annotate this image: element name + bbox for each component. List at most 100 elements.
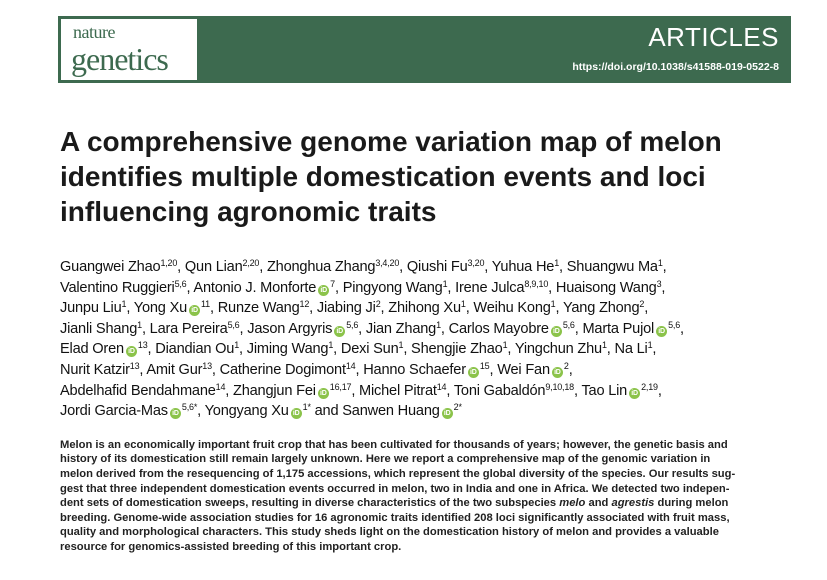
author-separator: , xyxy=(239,341,247,358)
author-separator: , xyxy=(680,320,684,337)
orcid-icon[interactable]: iD xyxy=(441,408,453,420)
author-separator: , xyxy=(309,300,317,317)
affiliation-superscript: 1 xyxy=(657,258,663,268)
author[interactable]: Yuhua He1 xyxy=(492,259,560,276)
author[interactable]: Jordi Garcia-Mas iD5,6* xyxy=(60,403,197,420)
author-separator: , xyxy=(573,382,582,399)
affiliation-superscript: 2 xyxy=(563,360,569,371)
author[interactable]: Guangwei Zhao1,20 xyxy=(60,259,177,276)
author[interactable]: Tao Lin iD2,19 xyxy=(581,382,658,399)
author-separator: , xyxy=(380,300,389,317)
author[interactable]: Wei Fan iD2 xyxy=(497,360,569,378)
orcid-icon[interactable]: iD xyxy=(656,325,668,337)
author[interactable]: Yongyang Xu iD1* xyxy=(205,403,311,420)
author[interactable]: Catherine Dogimont14 xyxy=(219,361,356,378)
author[interactable]: Sanwen Huang iD2* xyxy=(342,403,462,420)
author-separator: , xyxy=(568,361,573,378)
author[interactable]: Irene Julca8,9,10 xyxy=(455,279,548,296)
author[interactable]: Jason Argyris iD5,6 xyxy=(247,319,359,337)
orcid-icon[interactable]: iD xyxy=(629,387,641,399)
author-separator: , xyxy=(484,259,492,275)
author[interactable]: Abdelhafid Bendahmane14 xyxy=(60,381,226,399)
author-name: Qiushi Fu xyxy=(406,259,468,275)
author-name: Runze Wang xyxy=(217,300,300,317)
orcid-icon[interactable]: iD xyxy=(550,325,562,337)
author[interactable]: Jian Zhang1 xyxy=(365,320,441,337)
doi-link[interactable]: https://doi.org/10.1038/s41588-019-0522-… xyxy=(572,61,779,73)
orcid-icon[interactable]: iD xyxy=(317,387,329,399)
author[interactable]: Jiming Wang1 xyxy=(246,340,334,358)
author[interactable]: Yang Zhong2 xyxy=(563,299,645,317)
author[interactable]: Jianli Shang1 xyxy=(60,320,142,337)
author-separator: , xyxy=(197,403,205,420)
author[interactable]: Amit Gur13 xyxy=(146,361,212,378)
author-name: Catherine Dogimont xyxy=(219,361,346,378)
author-name: Michel Pitrat xyxy=(359,382,437,399)
author-name: Huaisong Wang xyxy=(555,279,657,296)
author-name: Zhonghua Zhang xyxy=(266,259,376,275)
affiliation-superscript: 5,6 xyxy=(346,319,359,330)
orcid-icon[interactable]: iD xyxy=(334,325,346,337)
author-name: Jian Zhang xyxy=(365,320,437,337)
author[interactable]: Zhihong Xu1 xyxy=(388,300,466,317)
author[interactable]: Shuangwu Ma1 xyxy=(567,258,663,276)
affiliation-superscript: 5,6 xyxy=(227,319,240,330)
author[interactable]: Runze Wang12 xyxy=(217,300,310,317)
affiliation-superscript: 1 xyxy=(328,340,334,351)
author[interactable]: Dexi Sun1 xyxy=(341,341,404,358)
author[interactable]: Antonio J. Monforte iD7 xyxy=(193,279,335,296)
author[interactable]: Shengjie Zhao1 xyxy=(411,341,508,358)
orcid-icon[interactable]: iD xyxy=(551,366,563,378)
author-name: Jason Argyris xyxy=(247,320,333,337)
author[interactable]: Nurit Katzir13 xyxy=(60,361,140,378)
affiliation-superscript: 3,20 xyxy=(467,258,485,268)
orcid-icon[interactable]: iD xyxy=(169,408,181,420)
author[interactable]: Toni Gabaldón9,10,18 xyxy=(454,382,574,399)
author[interactable]: Hanno Schaefer iD15 xyxy=(363,361,490,378)
orcid-icon[interactable]: iD xyxy=(189,305,201,317)
affiliation-superscript: 1 xyxy=(442,278,448,289)
author[interactable]: Diandian Ou1 xyxy=(155,341,239,358)
author-separator: , xyxy=(186,279,194,296)
journal-logo[interactable]: nature genetics xyxy=(61,19,197,80)
author-name: Weihu Kong xyxy=(473,300,551,317)
author-name: Amit Gur xyxy=(146,361,203,378)
author[interactable]: Marta Pujol iD5,6 xyxy=(582,320,680,337)
author[interactable]: Qiushi Fu3,20 xyxy=(406,258,485,276)
author[interactable]: Weihu Kong1 xyxy=(473,300,555,317)
author[interactable]: Yingchun Zhu1 xyxy=(515,341,607,358)
author[interactable]: Huaisong Wang3 xyxy=(555,279,662,296)
author[interactable]: Na Li1 xyxy=(614,341,652,358)
affiliation-superscript: 2 xyxy=(639,299,645,310)
author[interactable]: Lara Pereira5,6 xyxy=(150,319,240,337)
author-name: Diandian Ou xyxy=(155,341,235,358)
author[interactable]: Junpu Liu1 xyxy=(60,299,127,317)
author[interactable]: Qun Lian2,20 xyxy=(185,259,260,276)
orcid-icon[interactable]: iD xyxy=(467,366,479,378)
affiliation-superscript: 16,17 xyxy=(329,381,352,392)
author[interactable]: Jiabing Ji2 xyxy=(317,299,381,317)
article-title: A comprehensive genome variation map of … xyxy=(60,126,722,227)
author[interactable]: Pingyong Wang1 xyxy=(343,278,448,296)
author-name: Valentino Ruggieri xyxy=(60,279,175,296)
orcid-icon[interactable]: iD xyxy=(125,346,137,358)
affiliation-superscript: 14 xyxy=(215,381,226,392)
author-name: Jiming Wang xyxy=(246,341,329,358)
affiliation-superscript: 2 xyxy=(375,299,381,310)
abstract-line: dent sets of domestication sweeps, resul… xyxy=(60,496,795,511)
author[interactable]: Zhonghua Zhang3,4,20 xyxy=(266,259,399,276)
author[interactable]: Yong Xu iD11 xyxy=(134,300,210,317)
author[interactable]: Valentino Ruggieri5,6 xyxy=(60,279,187,296)
orcid-icon[interactable]: iD xyxy=(290,408,302,420)
author[interactable]: Carlos Mayobre iD5,6 xyxy=(449,320,575,337)
author-separator: , xyxy=(661,279,666,296)
author[interactable]: Michel Pitrat14 xyxy=(359,382,447,399)
author-separator: , xyxy=(559,259,567,275)
affiliation-superscript: 1 xyxy=(121,299,127,310)
author-separator: , xyxy=(606,341,615,358)
author[interactable]: Elad Oren iD13 xyxy=(60,341,148,358)
author-name: Hanno Schaefer xyxy=(363,361,466,378)
orcid-icon[interactable]: iD xyxy=(318,284,330,296)
author[interactable]: Zhangjun Fei iD16,17 xyxy=(233,381,352,399)
author-separator: , xyxy=(209,300,218,317)
